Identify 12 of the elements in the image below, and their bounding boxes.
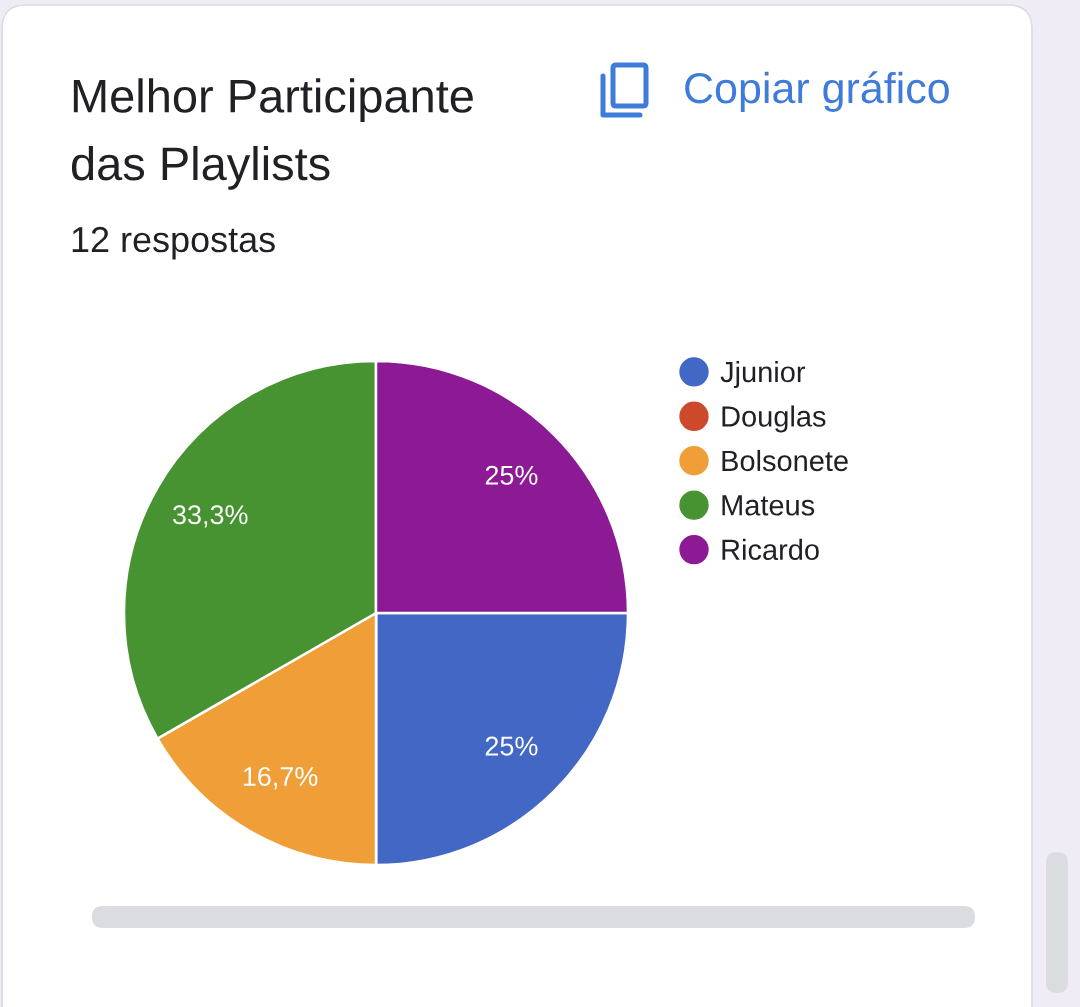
data-label: 25%: [485, 736, 538, 756]
data-label: 25%: [485, 465, 538, 485]
legend-label: Jjunior: [720, 361, 806, 389]
legend-label: Bolsonete: [722, 449, 848, 472]
chart-subtitle: 12 respostas: [72, 226, 275, 260]
text: Copiar gráfico: [685, 71, 949, 112]
legend-label: Ricardo: [722, 538, 819, 561]
legend-label: Mateus: [722, 495, 815, 516]
chart-title: Melhor Participante das Playlists: [71, 78, 473, 190]
data-label: 33,3%: [172, 505, 248, 528]
legend-label: Douglas: [722, 405, 826, 433]
data-label: 16,7%: [243, 766, 318, 790]
